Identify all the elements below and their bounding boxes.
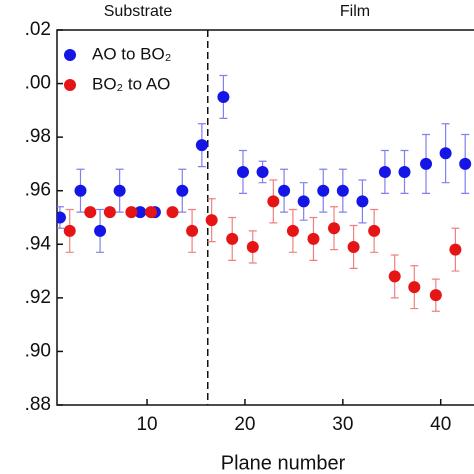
y-tick-label: .88 — [25, 394, 51, 415]
data-point — [278, 184, 291, 197]
data-point — [429, 289, 442, 302]
data-point — [166, 206, 179, 219]
data-point — [134, 206, 147, 219]
data-point — [63, 224, 76, 237]
data-point — [297, 195, 310, 208]
data-point — [336, 184, 349, 197]
x-tick-label: 40 — [430, 414, 451, 435]
data-point — [246, 240, 259, 253]
data-point — [113, 184, 126, 197]
data-point — [226, 232, 239, 245]
data-point — [195, 139, 208, 152]
x-tick-label: 10 — [136, 414, 157, 435]
data-point — [307, 232, 320, 245]
x-tick-label: 30 — [332, 414, 353, 435]
legend-marker — [64, 49, 76, 61]
data-point — [356, 195, 369, 208]
data-point — [74, 184, 87, 197]
legend-label: BO₂ to AO — [92, 74, 170, 93]
data-point — [217, 90, 230, 103]
data-point — [368, 224, 381, 237]
y-tick-label: .98 — [25, 126, 51, 147]
data-point — [347, 240, 360, 253]
data-point — [94, 224, 107, 237]
data-point — [125, 206, 138, 219]
plot-area — [57, 74, 472, 312]
y-tick-label: .00 — [25, 73, 51, 94]
data-point — [449, 243, 462, 256]
y-tick-label: .92 — [25, 287, 51, 308]
data-point — [205, 214, 218, 227]
annotation: Film — [340, 3, 370, 20]
y-tick-label: .94 — [25, 233, 52, 254]
data-point — [236, 165, 249, 178]
data-point — [267, 195, 280, 208]
x-tick-label: 20 — [234, 414, 255, 435]
data-point — [459, 157, 472, 170]
data-point — [317, 184, 330, 197]
data-point — [328, 222, 341, 235]
data-point — [439, 147, 452, 160]
data-point — [186, 224, 199, 237]
data-point — [378, 165, 391, 178]
legend-label: AO to BO₂ — [92, 44, 171, 63]
data-point — [286, 224, 299, 237]
annotation: Substrate — [104, 3, 173, 20]
x-axis-label: Plane number — [221, 452, 346, 474]
legend-marker — [64, 79, 76, 91]
data-point — [57, 211, 66, 224]
data-point — [103, 206, 116, 219]
data-point — [420, 157, 433, 170]
y-tick-label: .96 — [25, 180, 51, 201]
data-point — [388, 270, 401, 283]
y-tick-label: .02 — [25, 19, 51, 40]
data-point — [398, 165, 411, 178]
y-tick-label: .90 — [25, 340, 51, 361]
data-point — [84, 206, 97, 219]
data-point — [256, 165, 269, 178]
data-point — [408, 281, 421, 294]
data-point — [144, 206, 157, 219]
data-point — [176, 184, 189, 197]
